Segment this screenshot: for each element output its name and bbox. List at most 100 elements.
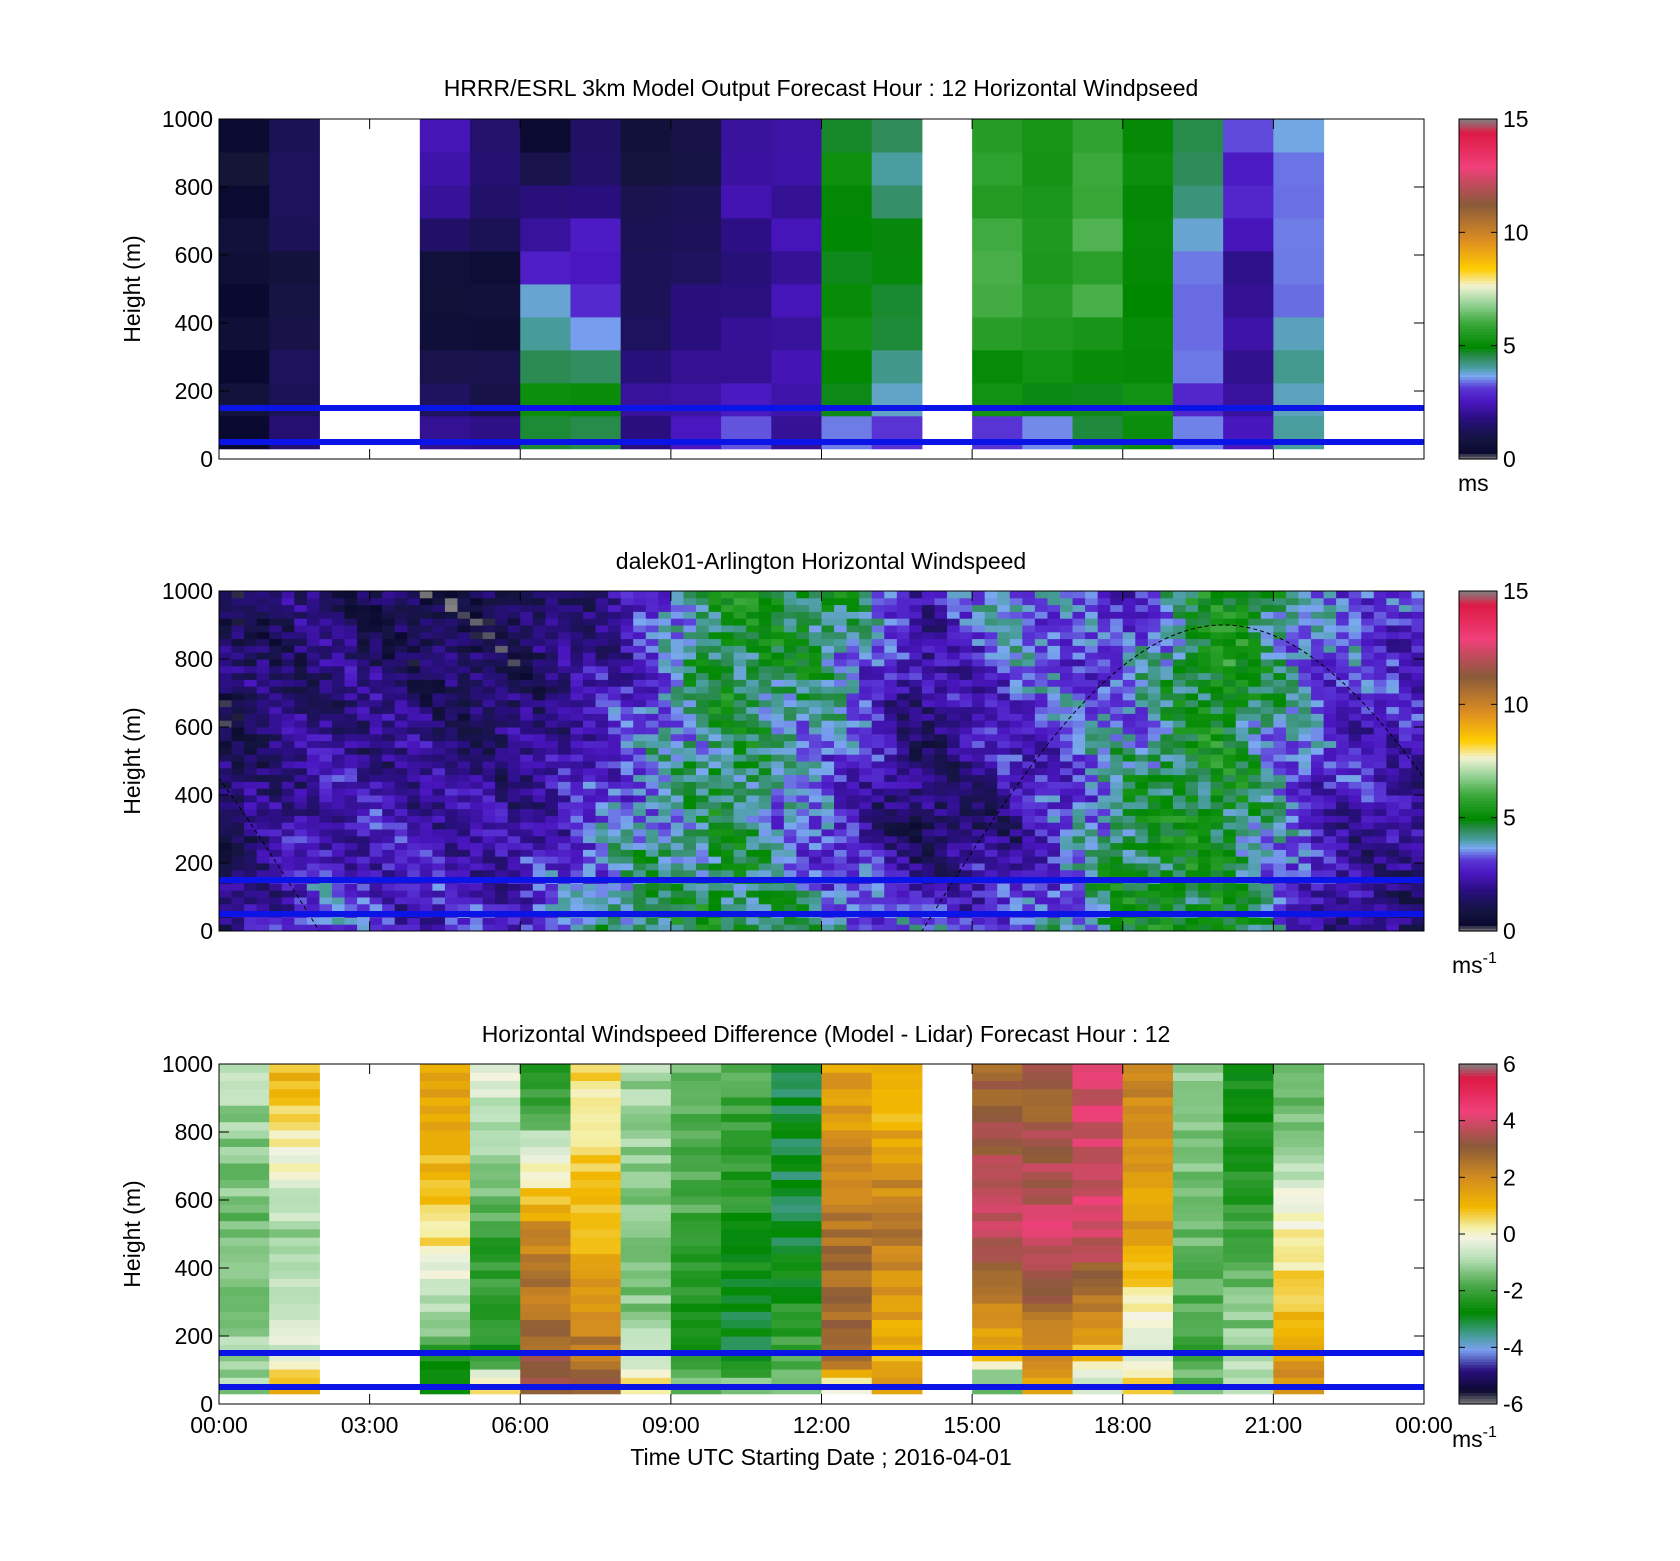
heatmap-cell	[1085, 822, 1099, 830]
heatmap-cell	[432, 795, 446, 803]
heatmap-cell	[620, 822, 634, 830]
heatmap-cell	[219, 659, 233, 667]
heatmap-cell	[1047, 720, 1061, 728]
heatmap-cell	[1072, 856, 1086, 864]
heatmap-cell	[871, 890, 885, 898]
heatmap-cell	[758, 679, 772, 687]
heatmap-cell	[934, 842, 948, 850]
heatmap-cell	[921, 591, 935, 599]
heatmap-cell	[1273, 706, 1287, 714]
heatmap-cell	[1072, 665, 1086, 674]
heatmap-cell	[746, 801, 760, 810]
heatmap-cell	[331, 869, 346, 878]
heatmap-cell	[783, 801, 797, 810]
colorbar-swatch	[1459, 226, 1497, 231]
heatmap-cell	[1034, 611, 1048, 619]
heatmap-cell	[382, 835, 396, 844]
heatmap-cell	[834, 869, 848, 878]
heatmap-cell	[796, 767, 810, 776]
heatmap-cell	[871, 815, 885, 823]
heatmap-cell	[758, 883, 772, 891]
heatmap-cell	[808, 808, 822, 816]
heatmap-cell	[896, 917, 910, 925]
heatmap-cell	[645, 727, 659, 735]
heatmap-cell	[470, 890, 484, 898]
heatmap-cell	[407, 597, 421, 606]
heatmap-cell	[658, 672, 672, 680]
heatmap-cell	[896, 747, 910, 755]
heatmap-cell	[1260, 795, 1274, 803]
heatmap-cell	[934, 890, 948, 898]
heatmap-cell	[947, 903, 961, 912]
heatmap-cell	[1110, 924, 1124, 931]
heatmap-cell	[595, 597, 609, 606]
heatmap-cell	[1047, 849, 1061, 857]
heatmap-cell	[1260, 638, 1274, 646]
heatmap-cell	[495, 727, 509, 735]
heatmap-cell	[708, 808, 722, 816]
heatmap-cell	[1059, 849, 1074, 857]
heatmap-cell	[294, 815, 308, 823]
heatmap-cell	[972, 903, 986, 912]
heatmap-cell	[758, 924, 772, 931]
heatmap-cell	[721, 591, 735, 599]
heatmap-cell	[382, 747, 396, 755]
heatmap-cell	[507, 733, 521, 742]
heatmap-cell	[896, 659, 910, 667]
heatmap-cell	[344, 795, 358, 803]
heatmap-cell	[319, 611, 333, 619]
heatmap-cell	[1311, 856, 1325, 864]
heatmap-cell	[670, 815, 684, 823]
heatmap-cell	[620, 740, 634, 748]
heatmap-cell	[256, 618, 270, 626]
heatmap-cell	[746, 679, 760, 687]
heatmap-cell	[231, 665, 245, 674]
heatmap-cell	[507, 815, 521, 823]
heatmap-cell	[1059, 645, 1074, 653]
heatmap-cell	[1248, 897, 1262, 905]
heatmap-cell	[319, 665, 333, 674]
heatmap-cell	[419, 672, 433, 680]
heatmap-cell	[608, 890, 622, 898]
heatmap-cell	[1260, 747, 1274, 755]
heatmap-cell	[507, 849, 521, 857]
heatmap-cell	[1122, 822, 1136, 830]
heatmap-cell	[984, 890, 998, 898]
heatmap-cell	[783, 842, 797, 850]
heatmap-cell	[1122, 733, 1136, 742]
heatmap-cell	[382, 625, 396, 633]
heatmap-cell	[507, 611, 521, 619]
heatmap-cell	[1323, 611, 1337, 619]
heatmap-cell	[407, 849, 421, 857]
heatmap-cell	[796, 781, 810, 789]
heatmap-cell	[419, 679, 433, 687]
heatmap-cell	[532, 604, 546, 612]
heatmap-cell	[972, 727, 986, 735]
colorbar-swatch	[1459, 402, 1497, 406]
heatmap-cell	[758, 788, 772, 796]
heatmap-cell	[532, 720, 546, 728]
heatmap-cell	[444, 890, 458, 898]
heatmap-cell	[1009, 829, 1023, 837]
heatmap-cell	[407, 699, 421, 708]
heatmap-cell	[746, 822, 760, 830]
heatmap-cell	[1059, 917, 1074, 925]
heatmap-cell	[658, 665, 672, 674]
heatmap-cell	[972, 625, 986, 633]
heatmap-cell	[1135, 618, 1149, 626]
heatmap-cell	[1298, 808, 1312, 816]
heatmap-cell	[331, 788, 346, 796]
heatmap-cell	[256, 638, 270, 646]
heatmap-cell	[658, 597, 672, 606]
heatmap-cell	[972, 672, 986, 680]
heatmap-cell	[1223, 652, 1237, 660]
heatmap-cell	[482, 611, 496, 619]
heatmap-cell	[1248, 903, 1262, 912]
heatmap-cell	[708, 856, 722, 864]
heatmap-cell	[432, 863, 446, 871]
heatmap-cell	[921, 659, 935, 667]
heatmap-cell	[997, 897, 1011, 905]
heatmap-cell	[269, 625, 283, 633]
heatmap-cell	[620, 863, 634, 871]
heatmap-cell	[934, 699, 948, 708]
